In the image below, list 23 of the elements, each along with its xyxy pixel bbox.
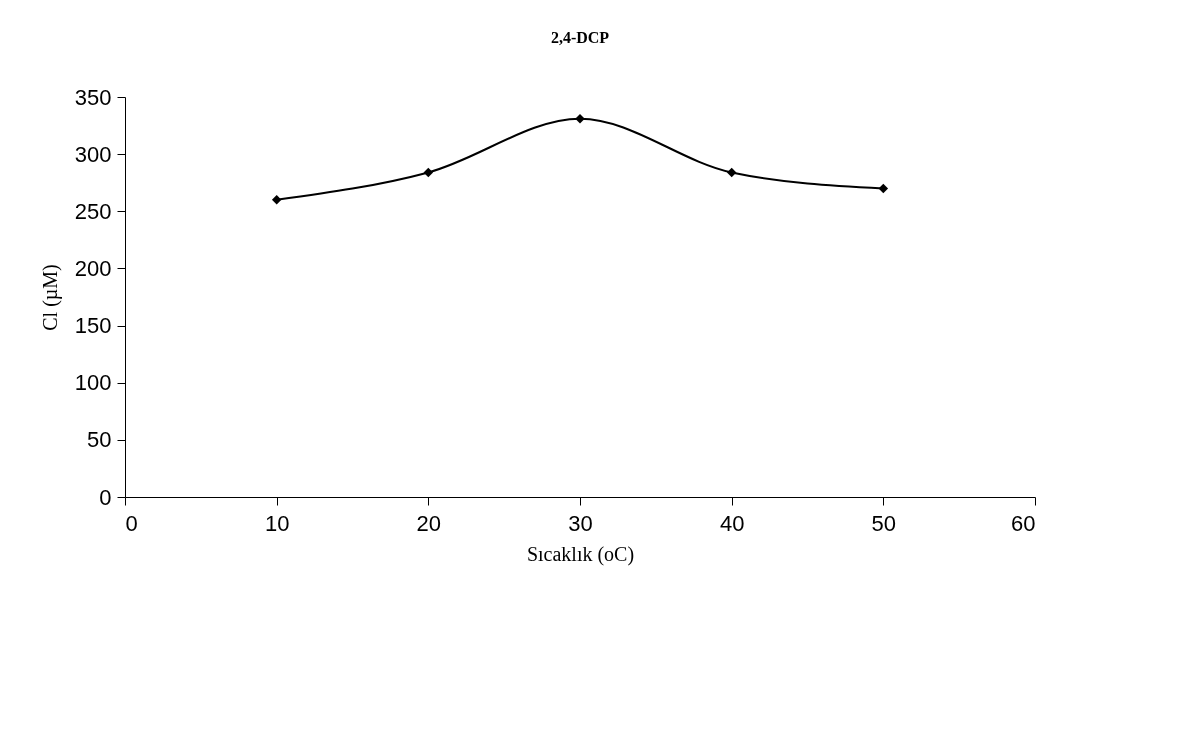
y-tick-label: 50 [87, 427, 112, 453]
x-axis-title: Sıcaklık (oC) [526, 542, 635, 566]
chart-title: 2,4-DCP [550, 29, 610, 46]
y-tick-label: 350 [74, 84, 112, 110]
point [878, 183, 889, 194]
x-tick-label: 30 [568, 510, 593, 536]
x-tick-label: 10 [264, 510, 290, 536]
y-tick-label: 200 [74, 255, 112, 281]
x-tick-label: 50 [871, 510, 897, 536]
x-tick-label: 0 [125, 510, 138, 536]
y-tick-label: 0 [99, 484, 112, 510]
point [575, 113, 585, 124]
y-tick-label: 150 [74, 313, 112, 339]
x-tick-label: 20 [416, 510, 442, 536]
x-tick-label: 60 [1011, 510, 1036, 536]
point [271, 195, 282, 205]
y-tick-label: 100 [74, 370, 112, 396]
x-tick-label: 40 [719, 510, 745, 536]
point [423, 167, 434, 178]
y-axis-title: Cl (µM) [38, 264, 62, 331]
point [726, 167, 737, 178]
y-tick-label: 250 [74, 198, 112, 224]
y-tick-label: 300 [74, 141, 112, 167]
